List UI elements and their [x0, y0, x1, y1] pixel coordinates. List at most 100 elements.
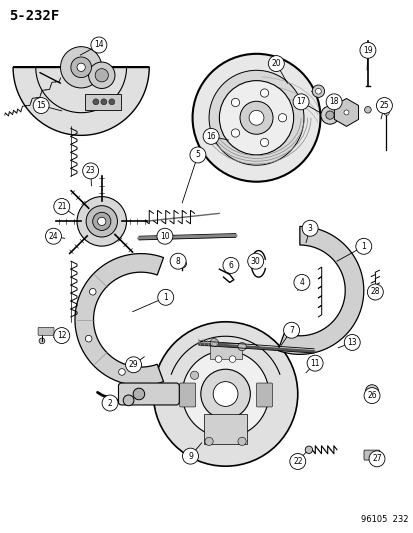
Circle shape	[219, 80, 293, 155]
Circle shape	[311, 85, 324, 98]
FancyBboxPatch shape	[118, 383, 179, 405]
Circle shape	[355, 238, 371, 254]
Circle shape	[278, 114, 286, 122]
Text: 19: 19	[362, 46, 372, 55]
Text: 17: 17	[296, 98, 305, 106]
Circle shape	[343, 110, 348, 115]
Text: 10: 10	[160, 232, 169, 241]
Circle shape	[289, 454, 305, 470]
Circle shape	[213, 382, 237, 406]
Circle shape	[157, 289, 173, 305]
Circle shape	[237, 343, 246, 351]
Circle shape	[210, 338, 218, 346]
Circle shape	[204, 437, 213, 446]
Circle shape	[88, 62, 115, 88]
Circle shape	[240, 101, 272, 134]
Circle shape	[359, 42, 375, 58]
Circle shape	[54, 328, 69, 344]
Text: 96105  232: 96105 232	[360, 515, 407, 524]
Circle shape	[54, 198, 69, 214]
Circle shape	[192, 54, 320, 182]
Text: 11: 11	[310, 359, 319, 368]
Circle shape	[153, 322, 297, 466]
Text: 23: 23	[85, 166, 95, 175]
Circle shape	[39, 338, 45, 344]
Circle shape	[85, 335, 92, 342]
Circle shape	[95, 69, 108, 82]
Circle shape	[301, 220, 317, 236]
Circle shape	[283, 322, 299, 338]
Circle shape	[190, 371, 198, 379]
Text: 14: 14	[94, 41, 104, 50]
Text: 18: 18	[328, 98, 338, 106]
Circle shape	[304, 446, 312, 454]
Circle shape	[293, 274, 309, 290]
Text: 7: 7	[288, 326, 293, 335]
Text: 21: 21	[57, 202, 66, 211]
Text: 24: 24	[49, 232, 58, 241]
Circle shape	[71, 57, 91, 78]
Circle shape	[123, 395, 134, 406]
Text: 20: 20	[271, 59, 280, 68]
Circle shape	[292, 94, 308, 110]
Text: 16: 16	[206, 132, 216, 141]
Circle shape	[364, 107, 370, 113]
Circle shape	[102, 395, 118, 411]
Circle shape	[373, 452, 380, 458]
FancyBboxPatch shape	[363, 450, 379, 460]
Circle shape	[157, 228, 173, 244]
Text: 29: 29	[128, 360, 138, 369]
Circle shape	[209, 70, 303, 165]
Text: 9: 9	[188, 451, 192, 461]
Circle shape	[190, 147, 205, 163]
Circle shape	[223, 257, 238, 273]
Text: 4: 4	[299, 278, 304, 287]
Circle shape	[182, 448, 198, 464]
Circle shape	[89, 288, 96, 295]
Circle shape	[375, 98, 392, 114]
FancyBboxPatch shape	[203, 414, 247, 444]
Circle shape	[91, 37, 107, 53]
FancyBboxPatch shape	[85, 94, 121, 110]
Circle shape	[344, 335, 359, 350]
Circle shape	[320, 106, 338, 124]
Circle shape	[119, 369, 125, 375]
Circle shape	[366, 284, 382, 300]
Circle shape	[231, 99, 239, 107]
Text: 30: 30	[250, 257, 260, 265]
Text: 25: 25	[379, 101, 388, 110]
Circle shape	[237, 437, 246, 446]
Circle shape	[383, 110, 389, 115]
Text: 3: 3	[307, 224, 312, 233]
Circle shape	[231, 129, 239, 137]
Polygon shape	[75, 254, 163, 386]
FancyBboxPatch shape	[179, 383, 195, 407]
FancyBboxPatch shape	[209, 343, 241, 359]
Circle shape	[368, 389, 374, 394]
Circle shape	[77, 197, 126, 246]
Circle shape	[200, 369, 250, 419]
Circle shape	[260, 89, 268, 97]
Circle shape	[33, 98, 49, 114]
Circle shape	[260, 139, 268, 147]
Circle shape	[363, 387, 379, 403]
Circle shape	[109, 99, 114, 105]
Circle shape	[60, 47, 102, 88]
Circle shape	[315, 88, 320, 94]
Circle shape	[247, 253, 263, 269]
Text: 5-232F: 5-232F	[9, 9, 59, 23]
Circle shape	[325, 94, 341, 110]
Polygon shape	[277, 227, 363, 354]
Text: 5: 5	[195, 150, 200, 159]
Circle shape	[101, 99, 107, 105]
Circle shape	[203, 128, 218, 144]
Circle shape	[325, 111, 333, 119]
Text: 15: 15	[36, 101, 46, 110]
Polygon shape	[13, 67, 149, 135]
Text: 22: 22	[292, 457, 302, 466]
Circle shape	[182, 351, 268, 437]
Circle shape	[125, 357, 141, 373]
FancyBboxPatch shape	[256, 383, 272, 407]
Text: 12: 12	[57, 331, 66, 340]
Circle shape	[133, 388, 145, 400]
